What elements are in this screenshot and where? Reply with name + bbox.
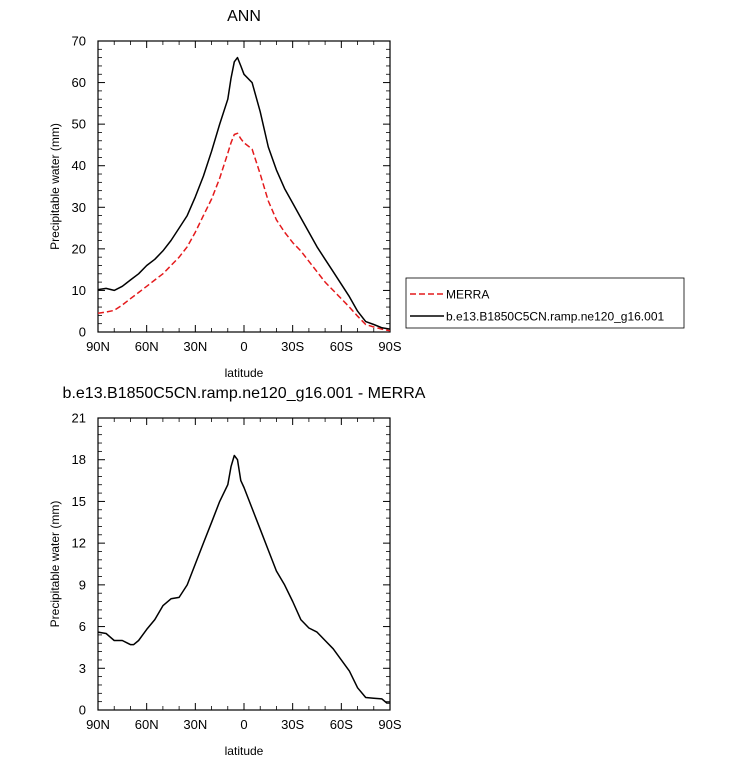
x-tick-label: 60N <box>135 717 159 732</box>
x-tick-label: 60N <box>135 339 159 354</box>
y-axis-label: Precipitable water (mm) <box>48 123 62 250</box>
y-tick-label: 0 <box>79 325 86 340</box>
plot-frame <box>97 40 391 333</box>
y-tick-label: 10 <box>72 283 86 298</box>
x-tick-label: 30S <box>281 717 304 732</box>
x-tick-label: 30N <box>183 339 207 354</box>
x-tick-label: 60S <box>330 339 353 354</box>
y-tick-label: 50 <box>72 117 86 132</box>
y-tick-label: 3 <box>79 661 86 676</box>
y-axis-label: Precipitable water (mm) <box>48 501 62 628</box>
legend-label: MERRA <box>446 288 489 302</box>
legend-label: b.e13.B1850C5CN.ramp.ne120_g16.001 <box>446 310 664 324</box>
x-tick-label: 90N <box>86 339 110 354</box>
y-tick-label: 12 <box>72 536 86 551</box>
x-tick-label: 90N <box>86 717 110 732</box>
y-tick-label: 15 <box>72 494 86 509</box>
series-line-2 <box>97 56 391 330</box>
y-tick-label: 30 <box>72 200 86 215</box>
chart-title: ANN <box>227 8 261 25</box>
chart-panel-2: b.e13.B1850C5CN.ramp.ne120_g16.001 - MER… <box>48 385 426 758</box>
y-tick-label: 60 <box>72 75 86 90</box>
x-tick-label: 90S <box>378 339 401 354</box>
x-tick-label: 0 <box>240 717 247 732</box>
x-axis-label: latitude <box>225 744 264 758</box>
chart-title: b.e13.B1850C5CN.ramp.ne120_g16.001 - MER… <box>63 385 426 402</box>
chart-panel-1: ANN 90N 60N 30N 0 30S 60S 90S 0 10 20 30 40 50 60 70 lat… <box>48 8 685 380</box>
series-line-1 <box>97 454 390 704</box>
x-tick-label: 60S <box>330 717 353 732</box>
y-tick-label: 21 <box>72 411 86 426</box>
x-tick-label: 90S <box>378 717 401 732</box>
legend-box <box>405 277 685 329</box>
y-tick-label: 6 <box>79 619 86 634</box>
y-tick-label: 0 <box>79 703 86 718</box>
series-line-1 <box>97 132 391 332</box>
y-tick-label: 20 <box>72 241 86 256</box>
x-tick-label: 30S <box>281 339 304 354</box>
x-tick-label: 30N <box>183 717 207 732</box>
legend: MERRA b.e13.B1850C5CN.ramp.ne120_g16.001 <box>405 277 685 329</box>
y-tick-label: 9 <box>79 577 86 592</box>
x-axis-label: latitude <box>225 366 264 380</box>
x-tick-label: 0 <box>240 339 247 354</box>
y-tick-label: 40 <box>72 158 86 173</box>
y-tick-label: 18 <box>72 452 86 467</box>
y-tick-label: 70 <box>72 34 86 49</box>
